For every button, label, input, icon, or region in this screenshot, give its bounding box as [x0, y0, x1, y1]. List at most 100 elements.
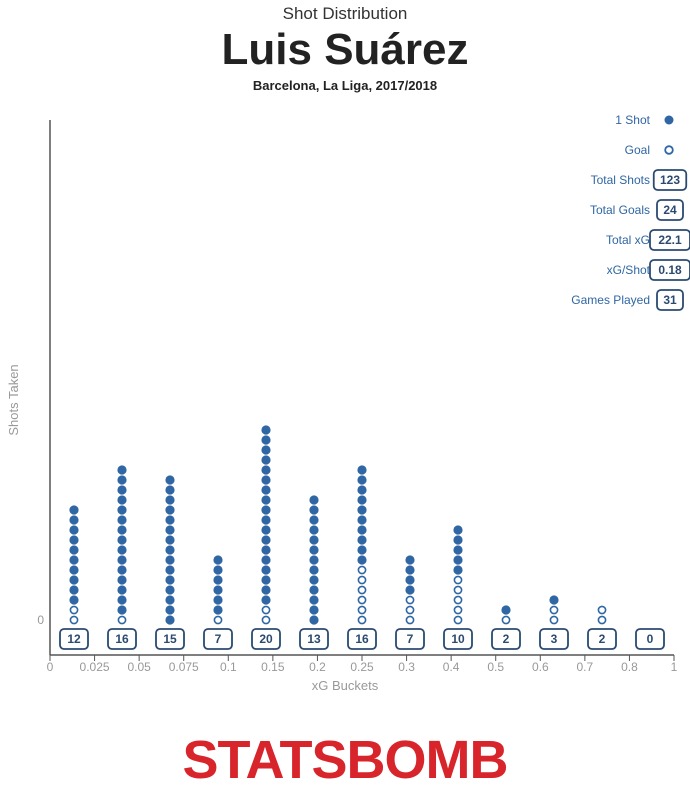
x-tick-label: 0.25: [350, 660, 374, 674]
bucket-count-label: 10: [451, 632, 465, 646]
shot-dot: [117, 495, 127, 505]
shot-dot: [309, 555, 319, 565]
stats-panel: Total Shots 123 Total Goals 24 Total xG 22.1 x…: [571, 169, 690, 311]
shot-dot: [261, 485, 271, 495]
x-tick-label: 0.15: [261, 660, 285, 674]
goal-dot: [357, 605, 367, 615]
shot-dot: [309, 575, 319, 585]
shot-dot: [69, 585, 79, 595]
bucket-count-box: [155, 628, 185, 650]
bucket-count-box: [59, 628, 89, 650]
goal-dot: [453, 595, 463, 605]
bucket-count-box: [539, 628, 569, 650]
shot-dot: [357, 505, 367, 515]
shot-dot: [165, 515, 175, 525]
shot-dot: [117, 575, 127, 585]
bucket-count-label: 2: [503, 632, 510, 646]
stat-label: Total Goals: [590, 203, 650, 217]
bucket-count-label: 7: [215, 632, 222, 646]
x-axis-label: xG Buckets: [312, 678, 379, 693]
x-tick-label: 0: [47, 660, 54, 674]
shot-dot: [405, 575, 415, 585]
bucket-count-box: [251, 628, 281, 650]
bucket-count-label: 2: [599, 632, 606, 646]
shot-dot: [165, 525, 175, 535]
shot-dot: [453, 545, 463, 555]
goal-dot: [357, 585, 367, 595]
shot-dot: [309, 495, 319, 505]
shot-dot: [117, 555, 127, 565]
legend-shot-label: 1 Shot: [615, 113, 650, 127]
shot-dot: [405, 555, 415, 565]
shot-dot: [405, 565, 415, 575]
bucket-count-box: [395, 628, 425, 650]
shot-dot: [117, 465, 127, 475]
legend-goal-label: Goal: [625, 143, 650, 157]
stat-label: Total Shots: [591, 173, 650, 187]
shot-dot: [69, 595, 79, 605]
legend-goal-marker: [664, 145, 674, 155]
goal-dot: [357, 595, 367, 605]
shot-dot: [309, 615, 319, 625]
goal-dot: [405, 595, 415, 605]
x-ticks: 0 0.025 0.05 0.075 0.1 0.15 0.2 0.25 0.3 0.4 0.5 0.…: [47, 655, 678, 674]
shot-dot: [309, 585, 319, 595]
statsbomb-logo: STATSBOMB: [182, 730, 509, 790]
stat-label: Games Played: [571, 293, 650, 307]
stat-value: 24: [663, 203, 677, 217]
y-tick-label: 0: [37, 613, 44, 627]
shot-dot: [117, 475, 127, 485]
shot-dot: [165, 555, 175, 565]
shot-dot: [501, 605, 511, 615]
shot-dot: [117, 535, 127, 545]
x-tick-label: 0.7: [577, 660, 594, 674]
shot-dot: [261, 425, 271, 435]
shot-dot: [117, 525, 127, 535]
bucket-count-label: 16: [115, 632, 129, 646]
shot-dot: [357, 465, 367, 475]
goal-dot: [261, 605, 271, 615]
shot-dot: [309, 545, 319, 555]
shot-dot: [165, 485, 175, 495]
stat-value-box: [649, 259, 690, 281]
shot-dot: [165, 545, 175, 555]
bucket-count-label: 15: [163, 632, 177, 646]
stat-value-box: [649, 229, 690, 251]
stat-value: 0.18: [658, 263, 682, 277]
shot-dot: [261, 435, 271, 445]
bucket-count-label: 16: [355, 632, 369, 646]
player-name: Luis Suárez: [221, 25, 469, 74]
stat-value-box: [656, 289, 684, 311]
goal-dot: [453, 615, 463, 625]
shot-dot: [213, 595, 223, 605]
goal-dot: [405, 605, 415, 615]
shot-dot: [165, 585, 175, 595]
shot-dot: [261, 495, 271, 505]
y-axis-label: Shots Taken: [6, 364, 21, 435]
shot-dot: [357, 555, 367, 565]
bucket-count-label: 12: [67, 632, 81, 646]
shot-dot: [261, 515, 271, 525]
goal-dot: [69, 615, 79, 625]
goal-dot: [501, 615, 511, 625]
x-tick-label: 0.2: [309, 660, 326, 674]
bucket-count-box: [635, 628, 665, 650]
goal-dot: [549, 615, 559, 625]
shot-dot: [309, 605, 319, 615]
stat-label: Total xG: [606, 233, 650, 247]
goal-dot: [549, 605, 559, 615]
shot-dot: [357, 495, 367, 505]
shot-dot: [69, 525, 79, 535]
shot-distribution-chart: 0 Shots Taken xG Buckets 0 0.025 0.05 0.075…: [6, 113, 690, 693]
bucket-count-label: 20: [259, 632, 273, 646]
shot-dot: [261, 475, 271, 485]
shot-dot: [165, 605, 175, 615]
shot-dot: [309, 535, 319, 545]
bucket-count-box: [299, 628, 329, 650]
shot-dot: [309, 515, 319, 525]
legend-shot-marker: [664, 115, 674, 125]
x-tick-label: 0.025: [80, 660, 110, 674]
bucket-count-label: 3: [551, 632, 558, 646]
chart-title: Shot Distribution: [282, 4, 408, 23]
x-tick-label: 0.8: [621, 660, 638, 674]
